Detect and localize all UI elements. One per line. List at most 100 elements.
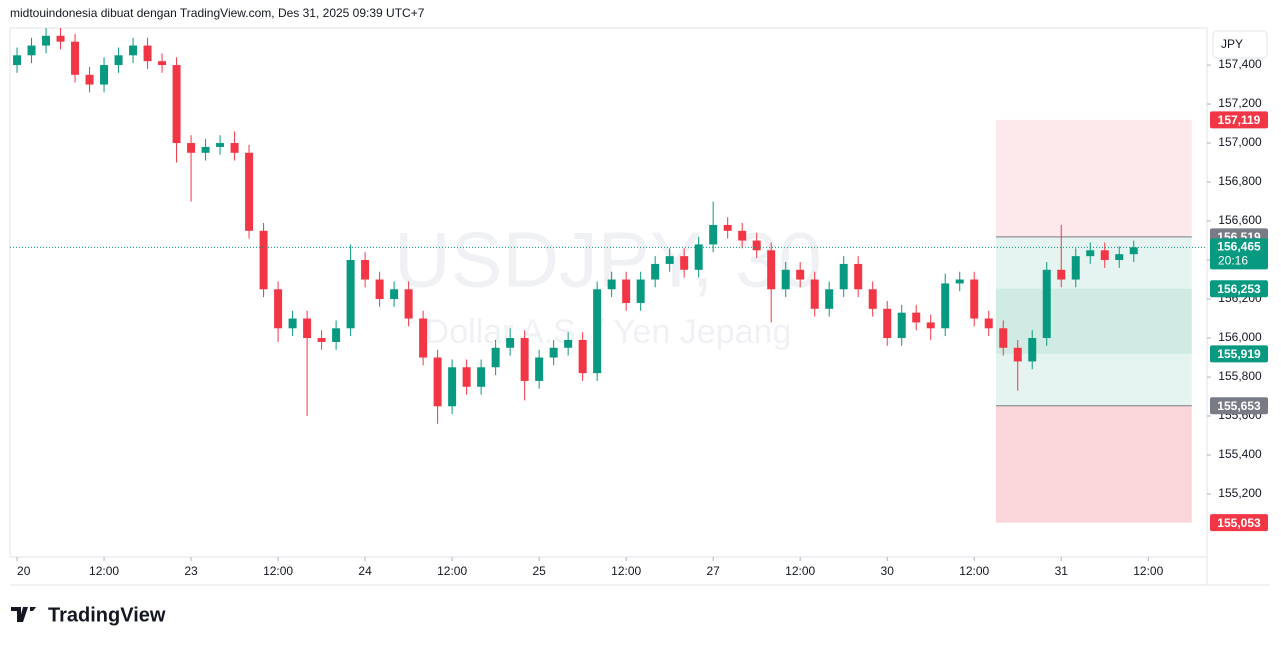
candle-body (520, 338, 529, 381)
candle-body (100, 65, 109, 85)
candle-body (375, 279, 384, 300)
price-badge-label: 155,053 (1217, 516, 1261, 530)
candle-body (549, 347, 558, 358)
candle-body (926, 322, 935, 329)
candle-body (448, 367, 457, 407)
candle-body (970, 279, 979, 319)
candle-body (288, 318, 297, 329)
position-zone (995, 288, 1192, 354)
currency-button[interactable] (1212, 30, 1268, 59)
watermark-subtitle: Dollar A.S. / Yen Jepang (425, 313, 792, 351)
candle-body (1028, 338, 1037, 362)
candle-body (172, 65, 181, 144)
price-badge-label: 155,919 (1217, 347, 1261, 361)
candle-body (477, 367, 486, 387)
candle-body (114, 55, 123, 66)
x-tick-label: 12:00 (611, 564, 641, 578)
candle-body (839, 263, 848, 290)
candle-body (593, 289, 602, 374)
candle-body (941, 283, 950, 329)
currency-label: JPY (1221, 37, 1243, 51)
x-tick-label: 31 (1055, 564, 1069, 578)
plot-layer: 155,200155,400155,600155,800156,000156,2… (10, 28, 1268, 578)
candle-body (433, 357, 442, 407)
candle-body (390, 289, 399, 300)
x-tick-label: 12:00 (437, 564, 467, 578)
candle-body (1071, 256, 1080, 280)
candle-body (897, 312, 906, 339)
candle-body (187, 143, 196, 153)
candle-body (404, 289, 413, 319)
last-price-label: 156,465 (1217, 240, 1261, 254)
candle-body (361, 260, 370, 280)
candle-body (462, 367, 471, 387)
candle-body (752, 240, 761, 251)
candle-body (564, 339, 573, 348)
candle-body (1057, 269, 1066, 280)
candle-body (636, 279, 645, 303)
candle-body (680, 256, 689, 270)
price-badge (1210, 111, 1268, 129)
watermark: USDJPY, 30 (394, 216, 822, 304)
candle-body (85, 74, 94, 85)
candle-body (1100, 250, 1109, 261)
candle-body (129, 45, 138, 56)
candle-body (56, 35, 65, 42)
candle-body (651, 263, 660, 280)
candle-body (332, 328, 341, 342)
countdown-label: 20:16 (1218, 254, 1248, 268)
candle-body (1013, 347, 1022, 362)
candle-body (868, 289, 877, 309)
candle-body (317, 338, 326, 342)
candle-body (143, 45, 152, 62)
candle-body (999, 328, 1008, 348)
position-zone (995, 119, 1192, 237)
candle-body (259, 230, 268, 290)
candle-body (607, 279, 616, 290)
candle-body (1129, 247, 1138, 255)
x-tick-label: 12:00 (959, 564, 989, 578)
x-tick-label: 24 (358, 564, 372, 578)
candle-body (230, 143, 239, 153)
candle-body (694, 244, 703, 270)
price-badge-label: 157,119 (1218, 113, 1261, 127)
position-zone (995, 405, 1192, 523)
y-tick-label: 155,400 (1218, 447, 1262, 461)
x-tick-label: 12:00 (263, 564, 293, 578)
price-badge-label: 155,653 (1217, 399, 1261, 413)
candle-body (825, 289, 834, 309)
y-tick-label: 156,800 (1218, 174, 1262, 188)
candle-body (216, 143, 225, 147)
y-tick-label: 155,800 (1218, 369, 1262, 383)
x-tick-label: 12:00 (89, 564, 119, 578)
logo (11, 607, 36, 622)
candle-body (1115, 254, 1124, 261)
price-badge (1210, 345, 1268, 363)
footer-brand: TradingView (48, 604, 166, 626)
candle-body (854, 263, 863, 290)
candle-body (955, 279, 964, 284)
x-tick-label: 30 (881, 564, 895, 578)
candle-body (578, 339, 587, 374)
candle-body (158, 61, 167, 66)
candle-body (984, 318, 993, 329)
candle-body (622, 279, 631, 303)
x-tick-label: 23 (184, 564, 198, 578)
candle-body (796, 269, 805, 280)
candle-body (1086, 250, 1095, 257)
header-caption: midtouindonesia dibuat dengan TradingVie… (10, 6, 425, 20)
x-tick-label: 20 (17, 564, 31, 578)
candle-body (419, 318, 428, 358)
candle-body (709, 224, 718, 245)
candle-body (13, 55, 22, 66)
price-badge (1210, 280, 1268, 298)
plot (10, 28, 1207, 523)
y-tick-label: 157,400 (1218, 57, 1262, 71)
candle-body (201, 146, 210, 153)
x-tick-label: 12:00 (785, 564, 815, 578)
candle-body (810, 279, 819, 309)
y-tick-label: 157,200 (1218, 96, 1262, 110)
candle-body (303, 318, 312, 339)
price-badge (1210, 397, 1268, 415)
y-tick-label: 157,000 (1218, 135, 1262, 149)
